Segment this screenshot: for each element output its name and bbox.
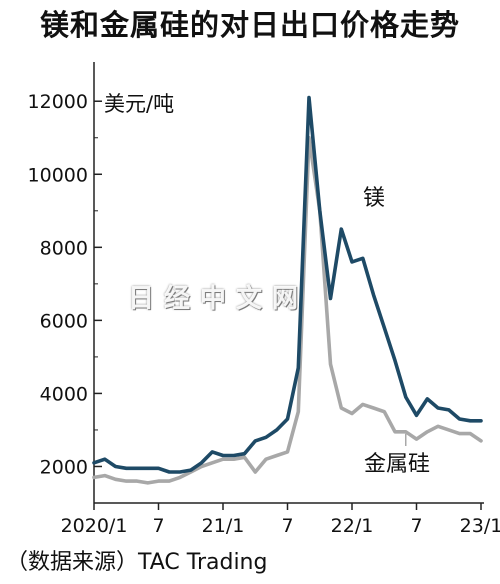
x-tick-label: 2020/1 xyxy=(61,515,128,537)
x-tick-label: 7 xyxy=(152,515,164,537)
chart-axes: 2000 4000 6000 8000 10000 12000 2020/1 7 21/1 7 22… xyxy=(28,62,500,537)
chart-title: 镁和金属硅的对日出口价格走势 xyxy=(39,8,460,42)
x-tick-label: 7 xyxy=(281,515,293,537)
y-tick-label: 4000 xyxy=(40,383,88,405)
y-tick-label: 8000 xyxy=(40,237,88,259)
y-tick-label: 6000 xyxy=(40,310,88,332)
series-line-magnesium xyxy=(92,95,483,474)
x-tick-label: 21/1 xyxy=(202,515,245,537)
source-note: （数据来源）TAC Trading xyxy=(6,550,268,575)
y-tick-label: 10000 xyxy=(28,164,88,186)
watermark: 日经中文网 xyxy=(128,284,309,314)
series-line-silicon xyxy=(92,135,483,485)
x-tick-label: 22/1 xyxy=(331,515,374,537)
y-tick-label: 12000 xyxy=(28,91,88,113)
x-tick-label: 23/1 xyxy=(460,515,500,537)
y-tick-label: 2000 xyxy=(40,456,88,478)
chart-series xyxy=(92,95,483,485)
series-label-silicon: 金属硅 xyxy=(364,452,430,477)
y-axis-unit-label: 美元/吨 xyxy=(104,92,175,116)
x-tick-label: 7 xyxy=(410,515,422,537)
series-label-magnesium: 镁 xyxy=(363,186,385,211)
